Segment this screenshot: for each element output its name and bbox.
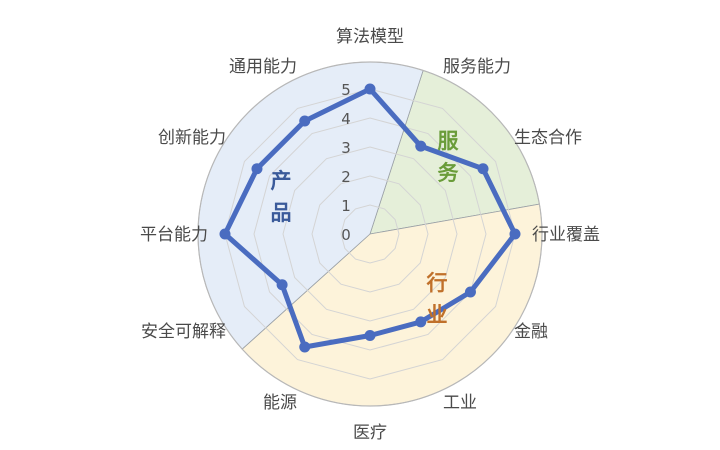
product-sector-label: 产品 — [271, 169, 292, 225]
tick-label-3: 3 — [341, 139, 351, 157]
tick-labels: 0 1 2 3 4 5 — [341, 81, 351, 244]
axis-label-11: 通用能力 — [229, 57, 297, 77]
axis-label-5: 工业 — [443, 393, 477, 413]
axis-label-4: 金融 — [514, 322, 548, 342]
grid-ring-4 — [253, 117, 487, 351]
tick-label-5: 5 — [341, 81, 351, 99]
tick-label-2: 2 — [341, 168, 351, 186]
data-point-11 — [299, 115, 311, 127]
axis-label-3: 行业覆盖 — [532, 225, 600, 245]
axis-label-10: 创新能力 — [158, 128, 226, 148]
data-point-10 — [251, 163, 263, 175]
data-point-8 — [276, 279, 288, 291]
data-point-5 — [415, 316, 427, 328]
axis-label-2: 生态合作 — [514, 128, 582, 148]
radar-grid — [197, 61, 543, 407]
grid-ring-3 — [282, 146, 458, 322]
service-sector-label: 服务 — [438, 129, 460, 185]
data-point-2 — [477, 163, 489, 175]
data-series — [219, 83, 521, 353]
axis-label-7: 能源 — [263, 393, 297, 413]
tick-label-0: 0 — [341, 226, 351, 244]
axis-label-1: 服务能力 — [443, 57, 511, 77]
data-point-6 — [364, 330, 376, 341]
data-point-1 — [415, 140, 427, 152]
axis-label-8: 安全可解释 — [141, 322, 226, 342]
grid-ring-2 — [311, 175, 429, 293]
data-point-7 — [299, 341, 311, 353]
outer-circle — [197, 61, 543, 407]
industry-sector-label: 行业 — [426, 271, 448, 327]
data-point-0 — [364, 83, 376, 95]
data-point-3 — [509, 228, 521, 240]
data-point-4 — [464, 286, 476, 298]
tick-label-4: 4 — [341, 110, 351, 128]
grid-ring-5 — [224, 88, 516, 380]
axis-label-9: 平台能力 — [140, 225, 208, 245]
axis-label-6: 医疗 — [353, 423, 387, 443]
sector-backgrounds — [197, 61, 543, 407]
axis-label-0: 算法模型 — [336, 27, 404, 47]
grid-ring-1 — [340, 204, 400, 264]
data-point-9 — [219, 228, 231, 240]
tick-label-1: 1 — [341, 197, 351, 215]
